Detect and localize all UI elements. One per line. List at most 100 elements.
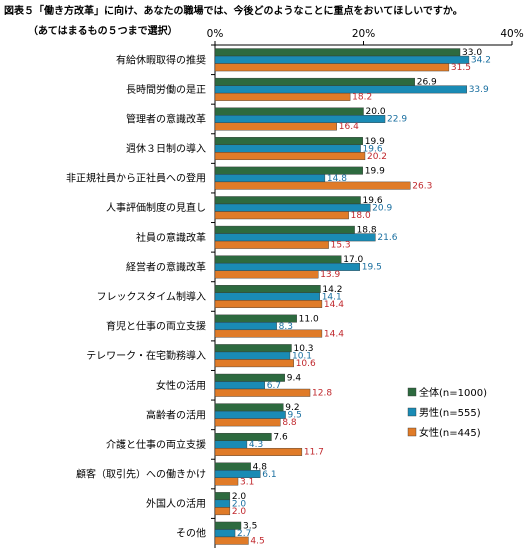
category-label: その他 [176, 527, 206, 540]
bar [214, 174, 326, 183]
bar [214, 447, 303, 456]
bar [214, 285, 321, 293]
bar [214, 233, 376, 242]
data-label: 6.1 [262, 470, 276, 480]
bar [214, 507, 231, 516]
category-label: 顧客（取引先）への働きかけ [76, 468, 206, 481]
data-label: 14.4 [324, 300, 344, 310]
bar [214, 255, 342, 264]
category-label: 非正規社員から正社員への登用 [66, 172, 206, 185]
chart-title: 図表５「働き方改革」に向け、あなたの職場では、今後どのようなことに重点をおいてほ… [4, 6, 463, 17]
legend-swatch [407, 407, 417, 417]
category-label: 外国人の活用 [146, 498, 206, 510]
bar [214, 77, 415, 86]
data-label: 20.2 [367, 152, 387, 162]
data-label: 8.3 [279, 322, 293, 332]
data-label: 16.4 [339, 122, 359, 132]
bar [214, 240, 329, 249]
data-label: 20.9 [372, 203, 392, 213]
data-label: 6.7 [267, 381, 281, 391]
data-label: 26.3 [412, 181, 432, 191]
data-label: 19.6 [363, 144, 383, 154]
bar [214, 344, 292, 353]
data-label: 19.9 [365, 166, 385, 176]
chart-subtitle: （あてはまるもの５つまで選択） [28, 26, 178, 37]
data-label: 14.8 [327, 174, 347, 184]
bar [214, 181, 411, 190]
data-label: 18.8 [357, 226, 377, 236]
bar [214, 359, 294, 368]
bar [214, 270, 319, 279]
category-label: 長時間労働の是正 [126, 83, 206, 96]
data-label: 18.2 [352, 93, 372, 103]
data-label: 17.0 [343, 255, 363, 265]
data-label: 7.6 [273, 433, 288, 443]
data-label: 2.0 [232, 499, 247, 509]
data-label: 33.9 [469, 85, 489, 95]
bar [214, 388, 311, 397]
data-label: 21.6 [377, 233, 397, 243]
data-label: 26.9 [417, 78, 437, 88]
bar [214, 418, 281, 427]
bar [214, 529, 236, 538]
category-label: 女性の活用 [156, 379, 206, 392]
category-label: 有給休暇取得の推奨 [116, 53, 206, 66]
data-label: 13.9 [320, 270, 340, 280]
data-label: 15.3 [331, 241, 351, 251]
category-label: 週休３日制の導入 [126, 142, 206, 155]
category-label: 人事評価制度の見直し [106, 201, 206, 214]
bar [214, 351, 291, 360]
bar [214, 492, 231, 501]
bar [214, 322, 277, 331]
bar [214, 203, 371, 212]
data-label: 4.5 [250, 536, 264, 546]
bar [214, 300, 323, 308]
bar [214, 477, 239, 486]
category-label: 社員の意識改革 [136, 231, 206, 244]
bar [214, 152, 366, 161]
legend-label: 男性(n=555) [419, 406, 481, 419]
category-label: テレワーク・在宅勤務導入 [86, 349, 206, 362]
data-label: 9.2 [285, 403, 299, 413]
x-tick-label: 0% [207, 28, 224, 40]
bar [214, 225, 355, 234]
data-label: 9.4 [287, 374, 302, 384]
x-tick-label: 40% [500, 28, 523, 40]
bar [214, 92, 351, 101]
data-label: 22.9 [387, 115, 407, 125]
data-label: 19.9 [365, 137, 385, 147]
legend-swatch [407, 387, 417, 397]
data-label: 3.1 [240, 477, 254, 487]
data-label: 33.0 [462, 48, 482, 58]
data-label: 19.5 [362, 263, 382, 273]
data-label: 9.5 [288, 411, 302, 421]
category-label: 経営者の意識改革 [126, 260, 206, 273]
bar [214, 381, 265, 390]
legend-swatch [407, 427, 417, 437]
bar [214, 55, 470, 64]
bar [214, 85, 467, 94]
data-label: 19.6 [363, 196, 383, 206]
bar [214, 211, 349, 220]
bar [214, 536, 249, 545]
data-label: 12.8 [312, 389, 332, 399]
data-label: 2.7 [237, 529, 251, 539]
data-label: 10.3 [293, 344, 313, 354]
data-label: 11.7 [304, 448, 324, 458]
data-label: 4.8 [253, 462, 268, 472]
data-label: 20.0 [366, 107, 386, 117]
data-label: 2.0 [232, 492, 247, 502]
data-label: 10.6 [296, 359, 316, 369]
data-label: 18.0 [351, 211, 371, 221]
x-tick-label: 20% [352, 28, 375, 40]
category-label: 高齢者の活用 [146, 408, 206, 421]
data-label: 4.3 [249, 440, 263, 450]
bar [214, 122, 337, 131]
bar [214, 107, 364, 116]
bar [214, 292, 320, 301]
data-label: 34.2 [471, 56, 491, 66]
category-label: 管理者の意識改革 [126, 112, 206, 125]
bar [214, 63, 450, 72]
bar [214, 462, 251, 471]
